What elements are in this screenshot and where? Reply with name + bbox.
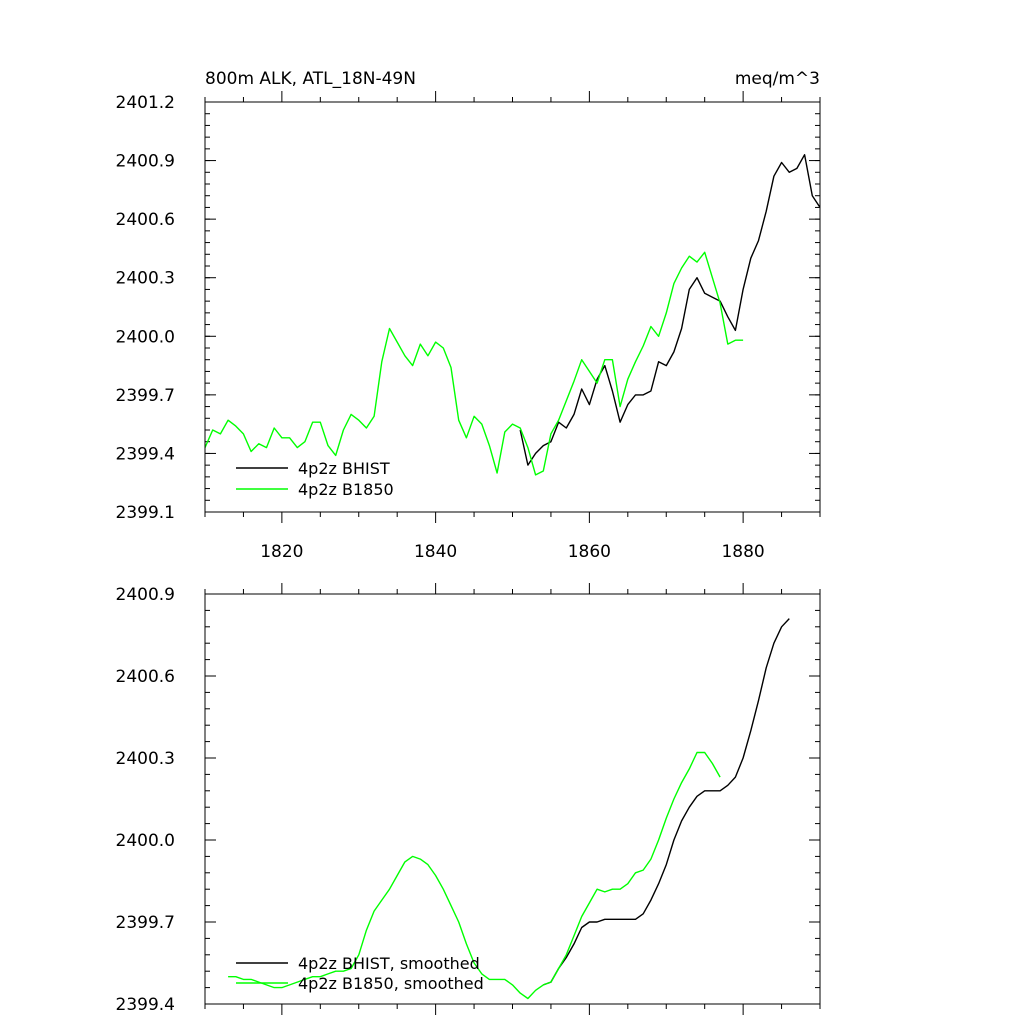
y-tick-label: 2400.9: [116, 152, 175, 172]
y-tick-label: 2400.3: [116, 269, 175, 289]
legend-label-bhist: 4p2z BHIST: [298, 459, 390, 478]
y-tick-label: 2400.0: [116, 327, 175, 347]
y-tick-label: 2401.2: [116, 93, 175, 113]
y-tick-label: 2399.7: [116, 386, 175, 406]
x-tick-label: 1880: [721, 542, 764, 562]
top-panel-title-right: meq/m^3: [735, 69, 820, 89]
x-tick-label: 1840: [414, 542, 457, 562]
top-panel-x-tick-labels: 1820 1840 1860 1880: [260, 542, 765, 562]
bottom-panel: 2399.4 2399.7 2400.0 2400.3 2400.6 2400.9 4p2…: [116, 583, 821, 1015]
legend-label-b1850: 4p2z B1850: [298, 480, 394, 499]
top-panel-legend: 4p2z BHIST 4p2z B1850: [236, 459, 394, 499]
y-tick-label: 2400.3: [116, 749, 175, 769]
top-panel-series-lines: [204, 153, 821, 476]
top-panel: 800m ALK, ATL_18N-49N meq/m^3 2399.12399…: [116, 69, 821, 562]
bottom-panel-legend: 4p2z BHIST, smoothed 4p2z B1850, smoothe…: [236, 954, 484, 993]
bottom-panel-ticks: [204, 583, 821, 1015]
bottom-panel-y-tick-labels: 2399.4 2399.7 2400.0 2400.3 2400.6 2400.9: [116, 585, 175, 1015]
series-line-4p2z-bhist-smoothed: [543, 618, 790, 986]
y-tick-label: 2399.4: [116, 995, 175, 1015]
y-tick-label: 2399.1: [116, 503, 175, 523]
bottom-panel-series-lines: [228, 618, 790, 1000]
y-tick-label: 2399.7: [116, 913, 175, 933]
y-tick-label: 2400.0: [116, 831, 175, 851]
top-panel-ticks: [204, 91, 821, 523]
legend-label-bhist-smoothed: 4p2z BHIST, smoothed: [298, 954, 480, 973]
series-line-4p2z-b1850: [204, 251, 744, 476]
legend-label-b1850-smoothed: 4p2z B1850, smoothed: [298, 974, 484, 993]
y-tick-label: 2399.4: [116, 444, 175, 464]
top-panel-plot-frame: [204, 101, 821, 513]
y-tick-label: 2400.9: [116, 585, 175, 605]
x-tick-label: 1820: [260, 542, 303, 562]
series-line-4p2z-b1850-smoothed: [228, 751, 721, 1000]
y-tick-label: 2400.6: [116, 667, 175, 687]
bottom-panel-plot-frame: [204, 593, 821, 1005]
x-tick-label: 1860: [568, 542, 611, 562]
top-panel-title-left: 800m ALK, ATL_18N-49N: [205, 69, 416, 89]
top-panel-y-tick-labels: 2399.1 2399.4 2399.7 2400.0 2400.3 2400.6 2400…: [116, 93, 175, 523]
series-line-4p2z-bhist: [519, 153, 821, 466]
y-tick-label: 2400.6: [116, 210, 175, 230]
